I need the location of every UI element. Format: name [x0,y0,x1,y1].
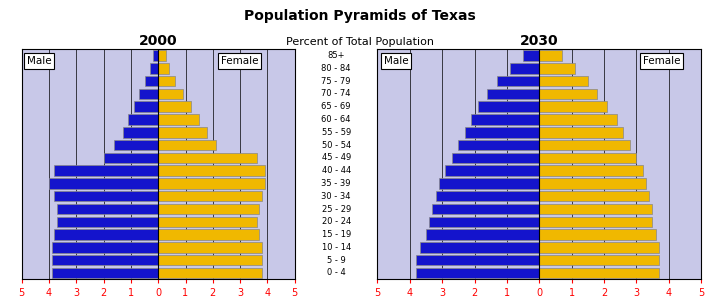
Bar [539,242,659,253]
Bar [539,89,597,99]
Bar [487,89,539,99]
Bar [55,229,158,240]
Bar [539,255,659,266]
Bar [539,216,653,227]
Bar [477,101,539,112]
Bar [539,178,646,189]
Text: 60 - 64: 60 - 64 [321,115,351,124]
Bar [158,101,191,112]
Bar [49,178,158,189]
Bar [55,165,158,176]
Text: 0 - 4: 0 - 4 [326,269,346,278]
Text: 30 - 34: 30 - 34 [321,192,351,201]
Bar [52,255,158,266]
Text: 25 - 29: 25 - 29 [321,204,351,213]
Bar [539,204,653,214]
Bar [539,153,636,163]
Bar [158,140,216,150]
Bar [158,229,260,240]
Bar [150,63,158,74]
Bar [539,101,607,112]
Bar [158,268,262,278]
Bar [145,76,158,86]
Bar [539,76,588,86]
Bar [510,63,539,74]
Bar [57,216,158,227]
Bar [134,101,158,112]
Bar [158,255,262,266]
Bar [523,50,539,61]
Bar [497,76,539,86]
Bar [539,165,643,176]
Text: Male: Male [384,56,408,66]
Bar [539,114,617,125]
Bar [114,140,158,150]
Bar [52,242,158,253]
Text: Population Pyramids of Texas: Population Pyramids of Texas [244,9,475,23]
Bar [152,50,158,61]
Bar [158,114,199,125]
Bar [539,140,630,150]
Text: 45 - 49: 45 - 49 [321,154,351,162]
Bar [158,191,262,201]
Bar [158,178,265,189]
Bar [464,127,539,138]
Bar [445,165,539,176]
Bar [158,242,262,253]
Bar [158,216,257,227]
Bar [459,140,539,150]
Title: 2030: 2030 [520,34,559,48]
Bar [158,165,265,176]
Bar [123,127,158,138]
Text: 65 - 69: 65 - 69 [321,102,351,111]
Title: 2000: 2000 [139,34,178,48]
Bar [104,153,158,163]
Bar [419,242,539,253]
Bar [52,268,158,278]
Bar [439,178,539,189]
Text: 80 - 84: 80 - 84 [321,64,351,73]
Bar [429,216,539,227]
Text: 70 - 74: 70 - 74 [321,89,351,98]
Bar [55,191,158,201]
Bar [471,114,539,125]
Bar [436,191,539,201]
Bar [158,204,260,214]
Text: 40 - 44: 40 - 44 [321,166,351,175]
Bar [452,153,539,163]
Bar [158,50,166,61]
Text: 75 - 79: 75 - 79 [321,77,351,86]
Bar [57,204,158,214]
Bar [539,127,623,138]
Bar [539,229,656,240]
Bar [539,50,562,61]
Bar [539,63,575,74]
Text: 50 - 54: 50 - 54 [321,141,351,150]
Bar [158,153,257,163]
Bar [128,114,158,125]
Text: 35 - 39: 35 - 39 [321,179,351,188]
Bar [158,63,169,74]
Text: 55 - 59: 55 - 59 [321,128,351,137]
Bar [416,255,539,266]
Bar [158,89,183,99]
Bar [139,89,158,99]
Text: Female: Female [221,56,259,66]
Text: 85+: 85+ [327,51,345,60]
Text: 15 - 19: 15 - 19 [321,230,351,239]
Bar [539,268,659,278]
Bar [432,204,539,214]
Text: 5 - 9: 5 - 9 [326,256,346,265]
Bar [158,76,175,86]
Bar [426,229,539,240]
Text: 20 - 24: 20 - 24 [321,217,351,226]
Text: 10 - 14: 10 - 14 [321,243,351,252]
Text: Female: Female [643,56,680,66]
Text: Percent of Total Population: Percent of Total Population [285,37,434,47]
Text: Male: Male [27,56,52,66]
Bar [158,127,207,138]
Bar [416,268,539,278]
Bar [539,191,649,201]
